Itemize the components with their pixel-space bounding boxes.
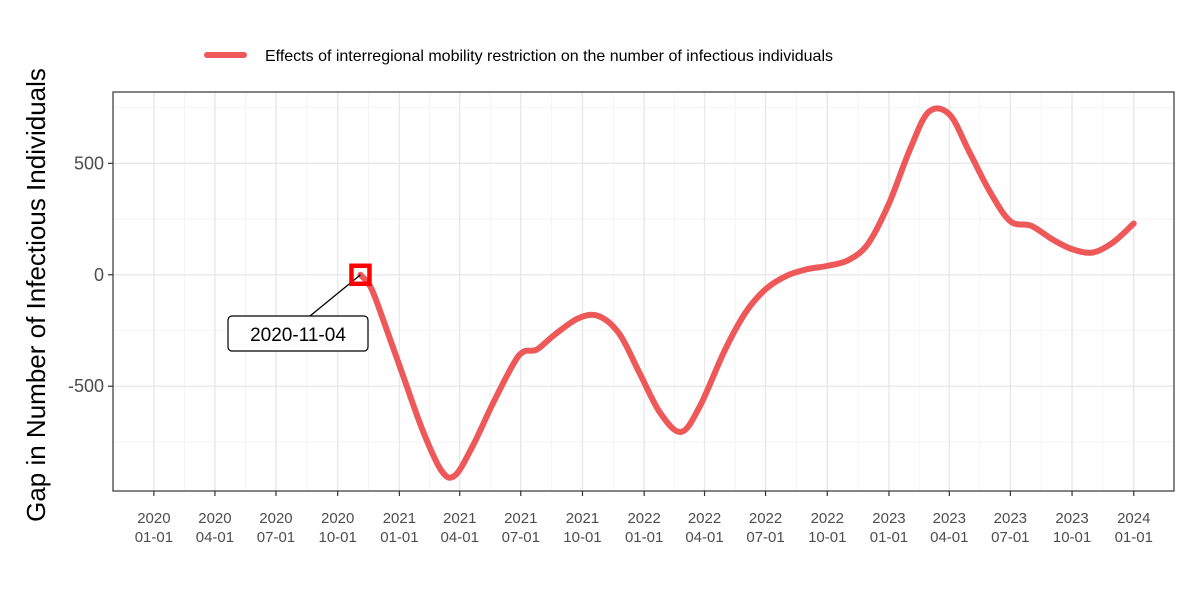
plot-panel-border [112,91,1175,492]
y-axis: 500 0 -500 [68,153,113,396]
annotation-marker [349,263,372,287]
annotation-label: 2020-11-04 [250,325,346,346]
x-tick-label: 2021 04-01 [441,510,479,546]
x-tick-label: 2022 07-01 [746,510,784,546]
x-tick-label: 2023 10-01 [1053,510,1091,546]
x-tick-label: 2020 01-01 [135,510,173,546]
x-tick-label: 2023 01-01 [870,510,908,546]
x-tick-label: 2022 01-01 [625,510,663,546]
y-tick-label: 500 [74,153,104,173]
y-tick-label: -500 [68,376,104,396]
y-axis-title: Gap in Number of Infectious Individuals [21,68,51,522]
x-tick-label: 2022 10-01 [808,510,846,546]
grid-major [113,92,1174,491]
x-tick-label: 2023 04-01 [930,510,968,546]
x-tick-label: 2020 04-01 [196,510,234,546]
x-axis: 2020 01-01 2020 04-01 2020 07-01 2020 10-01 2021… [135,491,1153,546]
x-tick-label: 2020 07-01 [257,510,295,546]
legend-label: Effects of interregional mobility restri… [265,48,833,65]
x-tick-label: 2021 07-01 [502,510,540,546]
annotation-label-box [227,315,369,352]
x-tick-label: 2020 10-01 [318,510,356,546]
x-tick-label: 2023 07-01 [991,510,1029,546]
series-layer [357,105,1137,481]
x-tick-label: 2021 10-01 [563,510,601,546]
series-line-1 [357,105,1137,481]
legend: Effects of interregional mobility restri… [204,48,833,65]
annotation-layer: 2020-11-04 [227,263,372,352]
x-tick-label: 2022 04-01 [685,510,723,546]
x-tick-label: 2024 01-01 [1115,510,1153,546]
y-tick-label: 0 [94,265,104,285]
x-tick-label: 2021 01-01 [380,510,418,546]
